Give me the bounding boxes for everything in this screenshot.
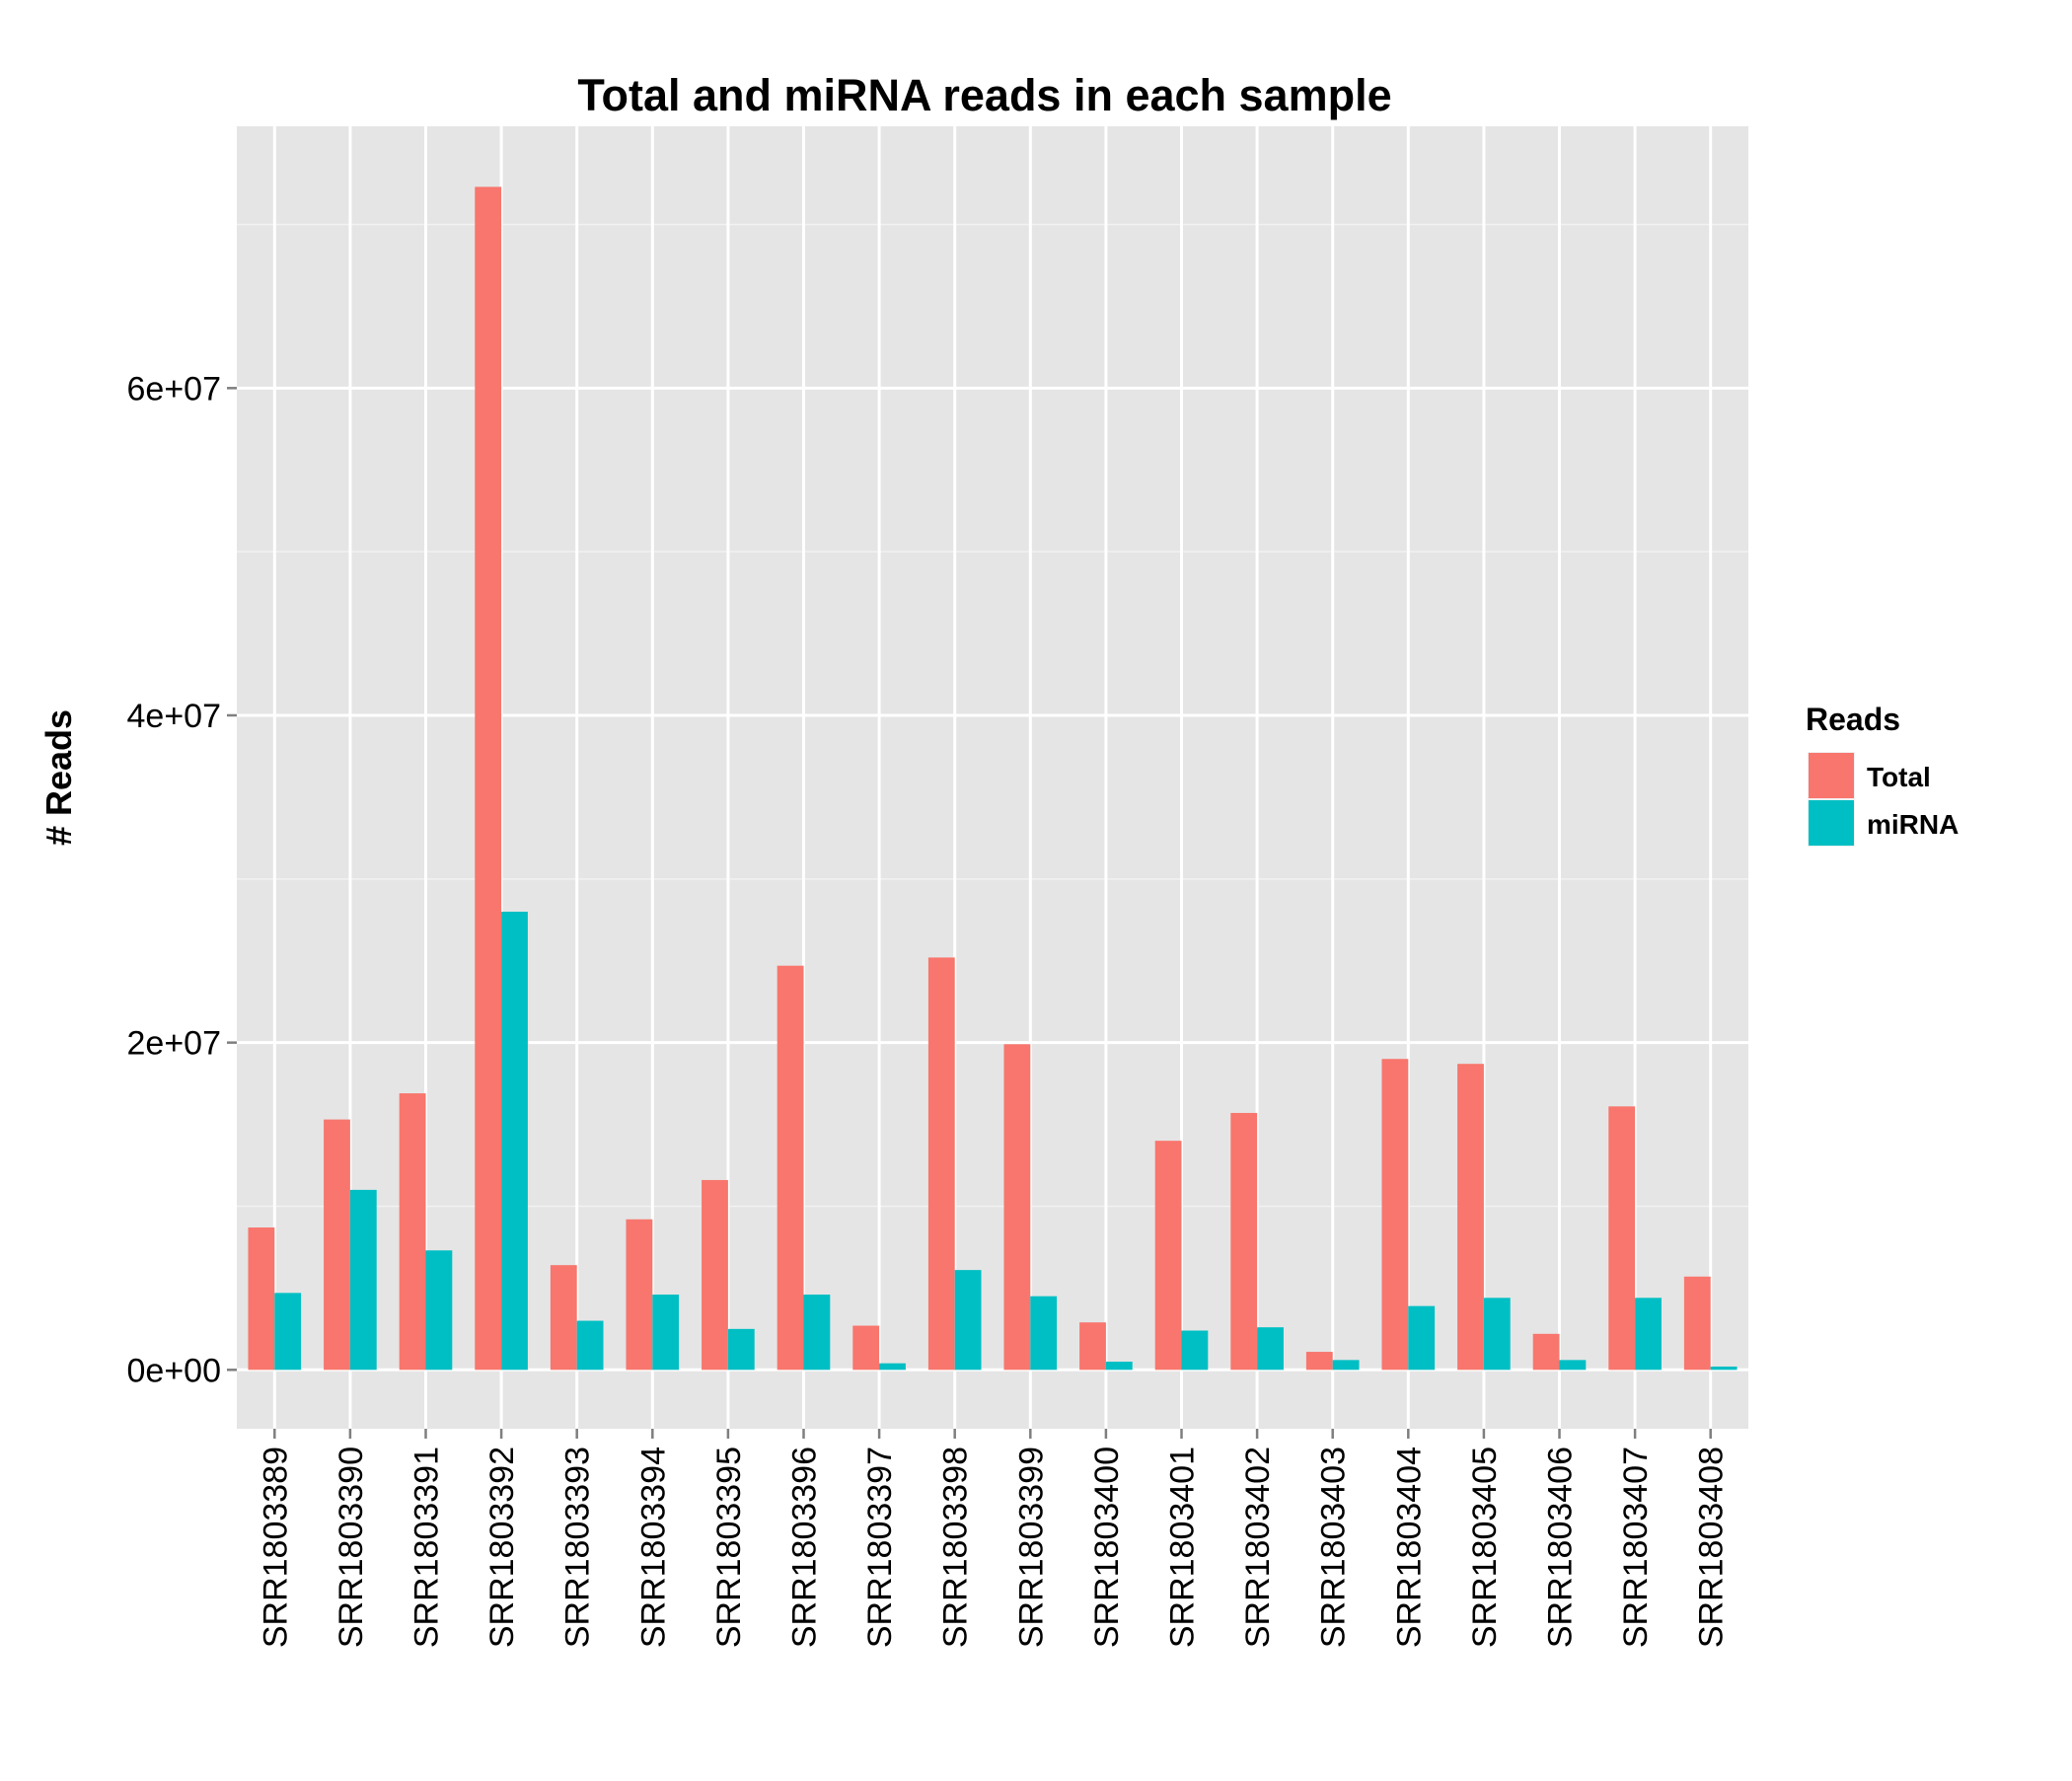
bar-mirna-SRR1803390 [349, 1189, 377, 1371]
bar-mirna-SRR1803401 [1181, 1330, 1209, 1371]
bar-total-SRR1803407 [1608, 1106, 1636, 1371]
bar-total-SRR1803396 [777, 965, 804, 1371]
x-tick-label: SRR1803402 [1239, 1447, 1277, 1648]
x-tick-label: SRR1803392 [483, 1447, 521, 1648]
bar-total-SRR1803393 [550, 1265, 577, 1371]
x-tick-label: SRR1803397 [861, 1447, 899, 1648]
x-tick-label: SRR1803401 [1164, 1447, 1202, 1648]
x-tick-label: SRR1803393 [559, 1447, 597, 1648]
legend-swatch-total [1809, 753, 1854, 798]
y-tick-label: 0e+00 [127, 1352, 222, 1389]
bar-total-SRR1803406 [1532, 1333, 1560, 1371]
bar-total-SRR1803402 [1230, 1112, 1258, 1371]
bar-mirna-SRR1803391 [425, 1250, 453, 1371]
bar-total-SRR1803399 [1003, 1044, 1031, 1371]
bar-total-SRR1803405 [1457, 1064, 1484, 1371]
bar-mirna-SRR1803397 [879, 1363, 906, 1371]
bar-total-SRR1803404 [1381, 1059, 1409, 1371]
y-tick-label: 2e+07 [127, 1025, 222, 1063]
bar-mirna-SRR1803396 [803, 1295, 831, 1371]
x-tick-label: SRR1803404 [1390, 1447, 1428, 1648]
bar-mirna-SRR1803392 [501, 911, 528, 1371]
bar-mirna-SRR1803400 [1105, 1362, 1133, 1371]
bar-mirna-SRR1803405 [1483, 1298, 1511, 1371]
bar-mirna-SRR1803406 [1559, 1360, 1587, 1371]
bar-mirna-SRR1803395 [727, 1328, 755, 1371]
bar-total-SRR1803401 [1154, 1141, 1182, 1371]
x-tick-label: SRR1803400 [1088, 1447, 1126, 1648]
y-tick-label: 4e+07 [127, 698, 222, 735]
x-tick-label: SRR1803405 [1466, 1447, 1504, 1648]
y-tick-label: 6e+07 [127, 370, 222, 408]
bar-total-SRR1803397 [852, 1325, 880, 1371]
bar-total-SRR1803394 [626, 1219, 653, 1371]
bar-mirna-SRR1803402 [1257, 1327, 1284, 1371]
bar-total-SRR1803408 [1683, 1276, 1711, 1371]
x-tick-label: SRR1803396 [786, 1447, 824, 1648]
plot-panel [237, 126, 1748, 1429]
x-tick-label: SRR1803390 [333, 1447, 370, 1648]
bar-total-SRR1803403 [1305, 1352, 1333, 1371]
y-axis-label: # Reads [38, 709, 79, 846]
x-tick-label: SRR1803398 [937, 1447, 975, 1648]
bar-mirna-SRR1803404 [1408, 1305, 1436, 1371]
legend-title: Reads [1806, 702, 1900, 737]
bar-mirna-SRR1803408 [1710, 1366, 1738, 1371]
bar-total-SRR1803395 [702, 1179, 728, 1371]
x-tick-label: SRR1803395 [710, 1447, 748, 1648]
bar-mirna-SRR1803393 [576, 1320, 604, 1371]
legend-swatch-mirna [1809, 800, 1854, 846]
bar-mirna-SRR1803399 [1030, 1296, 1058, 1371]
x-tick-label: SRR1803391 [408, 1447, 446, 1648]
bar-mirna-SRR1803403 [1332, 1360, 1360, 1371]
bar-total-SRR1803398 [927, 957, 955, 1371]
bar-mirna-SRR1803394 [652, 1295, 680, 1371]
x-tick-label: SRR1803399 [1012, 1447, 1050, 1648]
bar-mirna-SRR1803389 [274, 1293, 302, 1371]
bar-total-SRR1803400 [1079, 1322, 1106, 1371]
legend-label-total: Total [1867, 762, 1931, 792]
x-tick-label: SRR1803408 [1693, 1447, 1731, 1648]
x-tick-label: SRR1803403 [1315, 1447, 1353, 1648]
chart-title: Total and miRNA reads in each sample [577, 70, 1391, 120]
bar-mirna-SRR1803407 [1635, 1298, 1662, 1371]
x-tick-label: SRR1803407 [1617, 1447, 1655, 1648]
bar-total-SRR1803392 [475, 186, 502, 1371]
bar-total-SRR1803390 [324, 1119, 350, 1371]
bar-total-SRR1803389 [248, 1227, 275, 1371]
bar-mirna-SRR1803398 [954, 1270, 982, 1371]
legend: Reads Total miRNA [1806, 702, 1959, 847]
x-tick-label: SRR1803394 [634, 1447, 672, 1648]
bar-total-SRR1803391 [399, 1093, 426, 1371]
x-tick-label: SRR1803406 [1542, 1447, 1580, 1648]
legend-label-mirna: miRNA [1867, 809, 1959, 840]
x-tick-label: SRR1803389 [257, 1447, 294, 1648]
